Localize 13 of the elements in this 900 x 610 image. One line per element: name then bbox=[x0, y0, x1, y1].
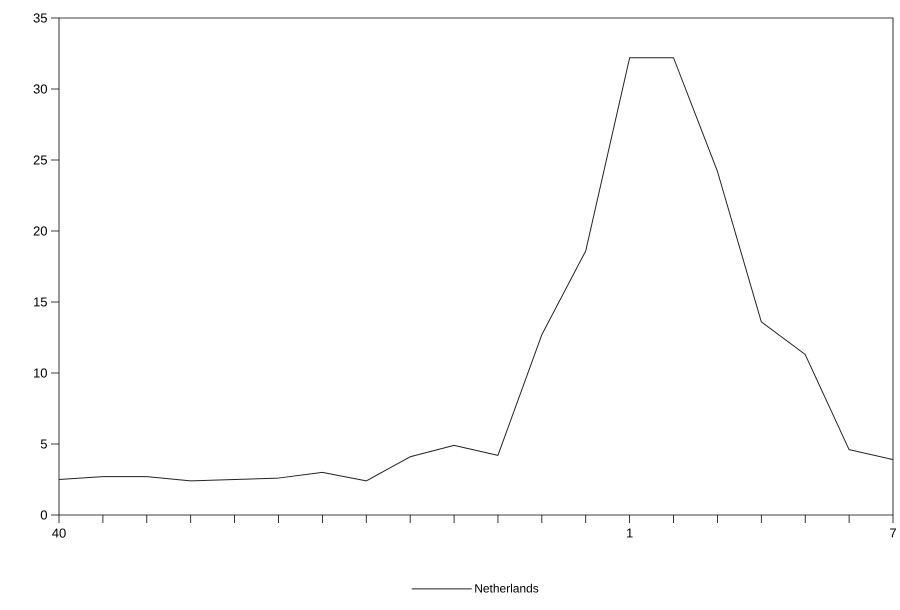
y-tick-label: 10 bbox=[34, 368, 47, 378]
y-tick-label: 15 bbox=[34, 297, 47, 306]
y-tick-label: 25 bbox=[34, 155, 47, 165]
line-series bbox=[59, 57, 894, 482]
text: Netherlands bbox=[475, 584, 538, 593]
y-tick-label: 5 bbox=[40, 439, 47, 448]
y-tick-label: 0 bbox=[40, 510, 47, 520]
x-tick-label: 40 bbox=[52, 528, 66, 538]
y-tick-label: 20 bbox=[34, 226, 47, 236]
x-tick-label: 7 bbox=[890, 528, 896, 538]
y-tick-label: 30 bbox=[34, 84, 47, 94]
y-tick-label: 35 bbox=[34, 13, 47, 23]
x-tick-label: 1 bbox=[627, 528, 633, 538]
